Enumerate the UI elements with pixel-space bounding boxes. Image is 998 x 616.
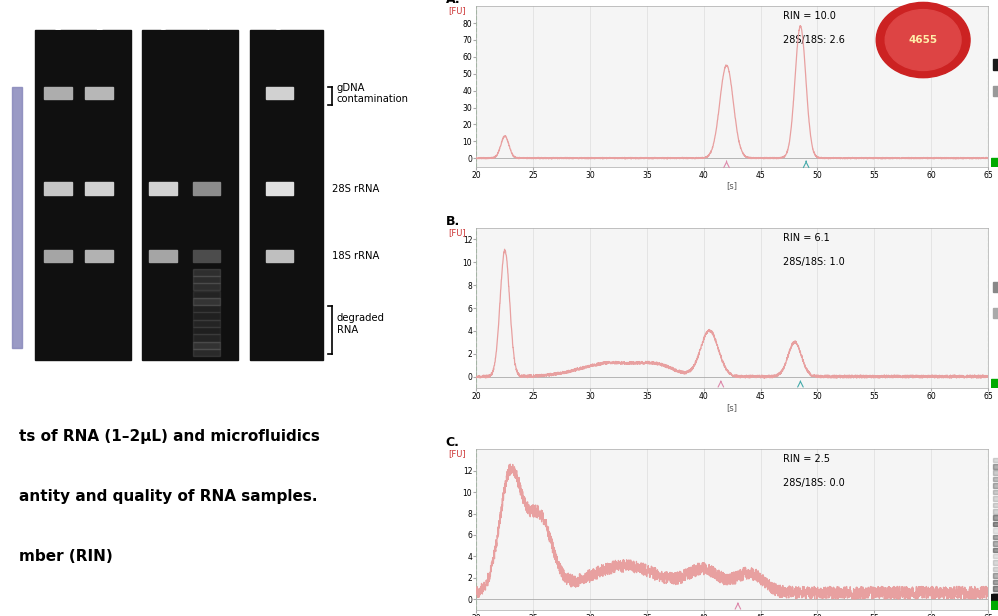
- X-axis label: [s]: [s]: [727, 403, 738, 412]
- Bar: [992, 541, 998, 546]
- Text: degraded
RNA: degraded RNA: [336, 314, 384, 335]
- Text: RIN = 6.1: RIN = 6.1: [783, 233, 830, 243]
- Bar: [993, 86, 998, 96]
- Bar: [992, 561, 998, 565]
- Bar: [992, 535, 998, 539]
- Bar: [993, 282, 998, 292]
- Bar: [992, 496, 998, 501]
- Text: [FU]: [FU]: [448, 6, 466, 15]
- Bar: [992, 554, 998, 559]
- Bar: [992, 471, 998, 475]
- Bar: [992, 484, 998, 488]
- Bar: [265, 87, 293, 99]
- Text: 5: 5: [275, 20, 283, 33]
- Bar: [35, 30, 131, 360]
- Text: RIN = 2.5: RIN = 2.5: [783, 454, 830, 464]
- Bar: [193, 298, 221, 305]
- Text: ts of RNA (1–2μL) and microfluidics: ts of RNA (1–2μL) and microfluidics: [19, 429, 320, 444]
- Bar: [193, 276, 221, 283]
- Bar: [86, 87, 113, 99]
- Bar: [993, 308, 998, 318]
- Text: mber (RIN): mber (RIN): [19, 549, 113, 564]
- Bar: [193, 312, 221, 320]
- Bar: [992, 580, 998, 584]
- Bar: [193, 349, 221, 356]
- Bar: [992, 548, 998, 552]
- Text: [FU]: [FU]: [448, 449, 466, 458]
- Bar: [992, 509, 998, 514]
- Bar: [193, 305, 221, 312]
- Bar: [193, 283, 221, 290]
- Bar: [992, 464, 998, 469]
- Bar: [150, 182, 177, 195]
- Text: 28S/18S: 1.0: 28S/18S: 1.0: [783, 257, 845, 267]
- Bar: [991, 379, 998, 388]
- Text: C.: C.: [446, 437, 460, 450]
- Bar: [193, 320, 221, 327]
- Bar: [193, 291, 221, 298]
- X-axis label: [s]: [s]: [727, 181, 738, 190]
- Text: 18S rRNA: 18S rRNA: [332, 251, 379, 261]
- Bar: [992, 458, 998, 462]
- Bar: [991, 158, 998, 167]
- Bar: [992, 586, 998, 591]
- Circle shape: [876, 2, 970, 78]
- Bar: [193, 251, 221, 262]
- Text: 28S/18S: 2.6: 28S/18S: 2.6: [783, 35, 845, 45]
- Bar: [992, 567, 998, 571]
- Bar: [44, 251, 72, 262]
- Text: B.: B.: [446, 215, 460, 228]
- Bar: [992, 573, 998, 578]
- Circle shape: [885, 10, 961, 70]
- Bar: [193, 269, 221, 276]
- Bar: [991, 594, 998, 610]
- Bar: [86, 251, 113, 262]
- Bar: [992, 477, 998, 481]
- Bar: [992, 490, 998, 494]
- Bar: [193, 334, 221, 342]
- Bar: [991, 601, 998, 610]
- Text: RIN = 10.0: RIN = 10.0: [783, 11, 836, 21]
- Bar: [992, 522, 998, 526]
- Bar: [12, 87, 22, 348]
- Text: [FU]: [FU]: [448, 228, 466, 237]
- Bar: [992, 516, 998, 520]
- Text: 4: 4: [203, 20, 211, 33]
- Bar: [193, 327, 221, 334]
- Bar: [44, 87, 72, 99]
- Bar: [193, 342, 221, 349]
- Text: gDNA
contamination: gDNA contamination: [336, 83, 408, 104]
- Bar: [250, 30, 323, 360]
- Bar: [993, 59, 998, 70]
- Text: antity and quality of RNA samples.: antity and quality of RNA samples.: [19, 489, 317, 504]
- Bar: [193, 182, 221, 195]
- Text: 3: 3: [159, 20, 167, 33]
- Text: 4655: 4655: [908, 35, 938, 45]
- Bar: [992, 503, 998, 507]
- Bar: [992, 529, 998, 533]
- Text: 28S/18S: 0.0: 28S/18S: 0.0: [783, 478, 845, 488]
- Bar: [86, 182, 113, 195]
- Bar: [265, 182, 293, 195]
- Text: 1: 1: [54, 20, 62, 33]
- Text: 2: 2: [95, 20, 103, 33]
- Bar: [44, 182, 72, 195]
- Text: 28S rRNA: 28S rRNA: [332, 184, 379, 194]
- Bar: [265, 251, 293, 262]
- Text: A.: A.: [446, 0, 460, 6]
- Bar: [143, 30, 239, 360]
- Bar: [150, 251, 177, 262]
- Bar: [992, 593, 998, 597]
